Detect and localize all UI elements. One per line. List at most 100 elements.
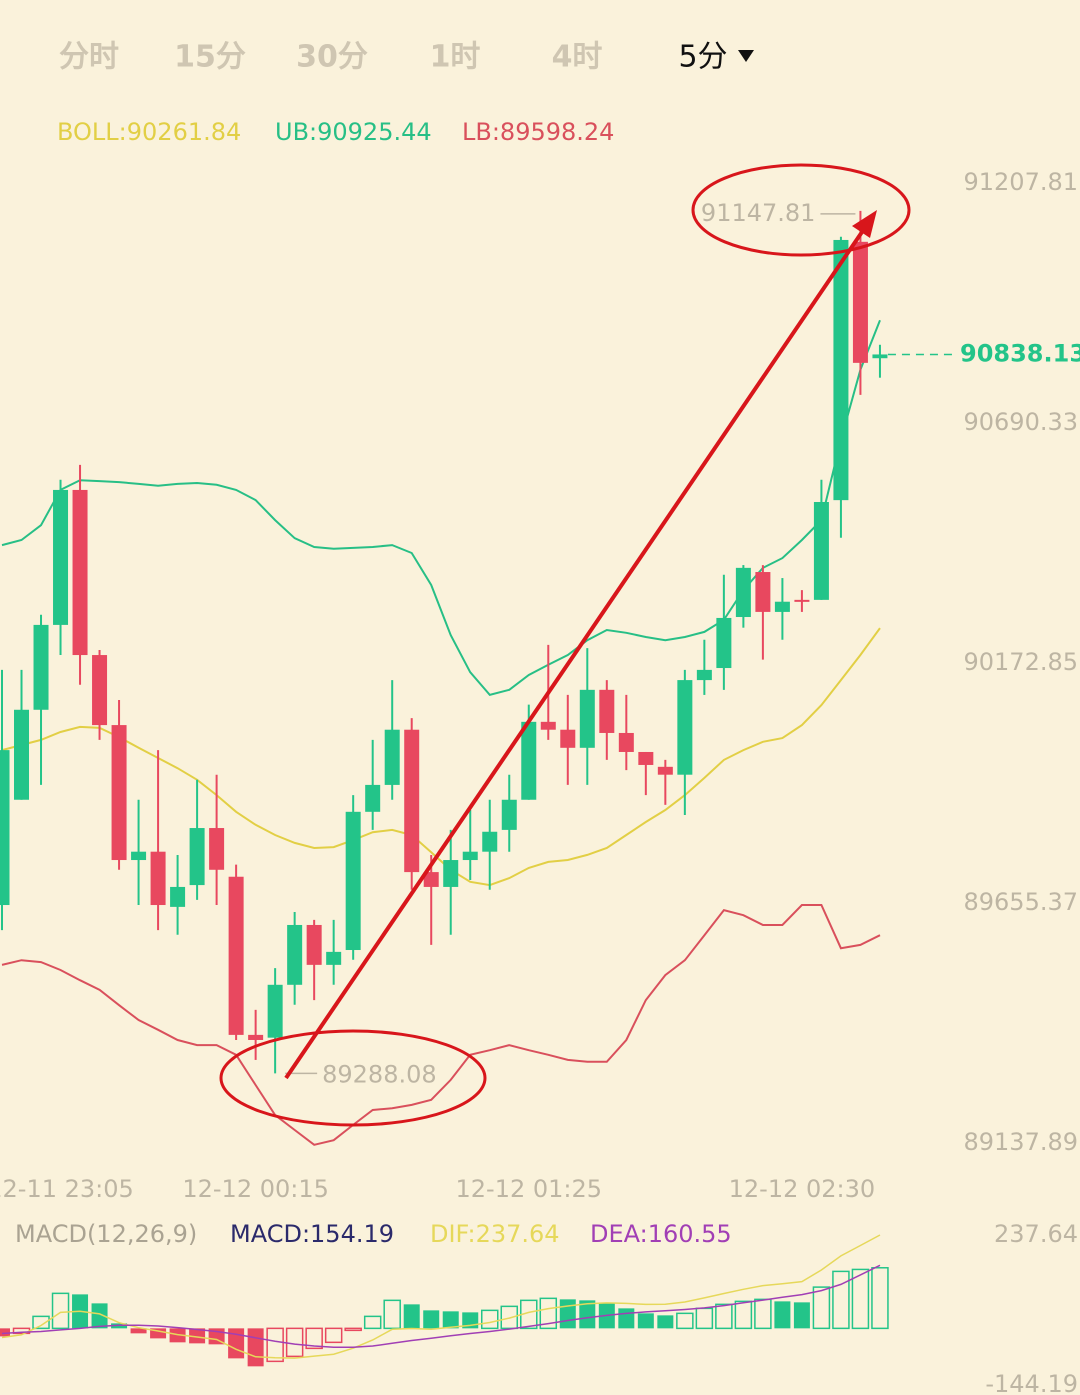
macd-bar	[305, 1327, 323, 1350]
candle-body	[209, 828, 225, 870]
highlight-ellipse	[691, 163, 911, 257]
candle-body	[462, 851, 478, 861]
x-tick-label: 12-12 02:30	[729, 1175, 876, 1203]
macd-bar	[0, 1328, 10, 1337]
macd-bar	[851, 1268, 870, 1330]
macd-bar	[344, 1327, 362, 1332]
macd-bar	[618, 1308, 635, 1329]
candle-body	[306, 924, 322, 965]
candle-body	[852, 241, 868, 363]
candle-body	[150, 851, 166, 906]
macd-bar	[695, 1307, 714, 1330]
band-line	[1, 904, 881, 1146]
candle-body	[423, 872, 439, 887]
y-tick-label: 91207.81	[963, 168, 1078, 196]
candle-body	[248, 1034, 264, 1040]
legend-entry: MACD:154.19	[230, 1220, 394, 1248]
macd-bar	[812, 1286, 831, 1330]
candle-body	[92, 655, 108, 726]
tab[interactable]: 5分	[678, 40, 727, 75]
macd-bar	[247, 1328, 264, 1367]
dropdown-icon[interactable]	[738, 50, 754, 62]
macd-bar	[363, 1315, 382, 1330]
candle-body	[618, 732, 634, 752]
macd-bar	[793, 1302, 810, 1329]
candle-body	[755, 572, 771, 612]
candle-body	[794, 599, 810, 602]
high-label: 91147.81	[701, 199, 816, 227]
macd-bar	[579, 1300, 596, 1329]
macd-plot: 237.64 -144.19 MACD(12,26,9) MACD:154.19 DIF…	[0, 1220, 1078, 1395]
candle-body	[716, 617, 732, 669]
macd-bar	[637, 1313, 654, 1329]
candle-body	[189, 828, 205, 886]
macd-bar	[189, 1328, 206, 1344]
candle-body	[443, 860, 459, 887]
low-label: 89288.08	[322, 1060, 437, 1088]
macd-bar	[442, 1311, 459, 1329]
candle-body	[72, 489, 88, 656]
highlight-ellipse	[219, 1029, 487, 1127]
candle-body	[560, 729, 576, 748]
macd-bar	[91, 1303, 108, 1329]
y-tick-label: -144.19	[985, 1370, 1078, 1395]
legend-entry: DEA:160.55	[590, 1220, 732, 1248]
macd-bar	[734, 1300, 753, 1330]
band-line	[1, 627, 881, 887]
candle-body	[267, 984, 283, 1038]
tab[interactable]: 30分	[296, 40, 368, 75]
candle-body	[735, 567, 751, 618]
tab[interactable]: 分时	[59, 40, 119, 75]
macd-bar	[266, 1327, 284, 1363]
macd-bar	[657, 1315, 674, 1329]
macd-line	[1, 1234, 881, 1359]
candle-body	[521, 721, 537, 800]
macd-bar	[383, 1299, 401, 1330]
macd-bar	[32, 1315, 50, 1330]
legend-entry: DIF:237.64	[430, 1220, 560, 1248]
candle-body	[404, 729, 420, 873]
candle-body	[579, 689, 595, 748]
tab[interactable]: 15分	[174, 40, 246, 75]
candle-body	[696, 669, 712, 681]
annotations	[219, 163, 911, 1127]
x-tick-label: 12-11 23:05	[0, 1175, 134, 1203]
macd-bar	[832, 1270, 850, 1330]
candle-body	[0, 750, 10, 906]
candle-body	[813, 501, 829, 600]
candle-body	[540, 721, 556, 730]
candle-body	[657, 766, 673, 775]
candle-body	[872, 354, 888, 359]
macd-bar	[754, 1298, 772, 1330]
legend-entry: LB:89598.24	[462, 118, 614, 146]
candle-body	[638, 751, 654, 765]
candle-body	[111, 725, 127, 861]
tab[interactable]: 1时	[430, 40, 481, 75]
candle-body	[228, 876, 244, 1035]
candle-body	[833, 239, 849, 501]
indicator-title: MACD(12,26,9)	[15, 1220, 197, 1248]
x-tick-label: 12-12 00:15	[182, 1175, 329, 1203]
candle-body	[33, 624, 49, 710]
macd-bar	[285, 1327, 304, 1358]
tab[interactable]: 4时	[552, 40, 603, 75]
y-tick-label: 89655.37	[963, 888, 1078, 916]
candle-body	[287, 924, 303, 985]
macd-bar	[51, 1292, 70, 1330]
macd-bar	[403, 1304, 420, 1329]
y-tick-label: 237.64	[994, 1220, 1078, 1248]
x-tick-label: 12-12 01:25	[456, 1175, 603, 1203]
macd-bar	[715, 1303, 733, 1330]
candle-body	[501, 799, 517, 830]
candle-body	[53, 489, 69, 625]
macd-bar	[559, 1299, 576, 1329]
band-line	[1, 319, 881, 697]
candle-body	[170, 886, 186, 907]
candle-body	[482, 831, 498, 852]
macd-bar	[130, 1328, 147, 1334]
y-tick-label: 89137.89	[963, 1128, 1078, 1156]
candle-body	[14, 709, 30, 800]
candle-body	[677, 680, 693, 775]
